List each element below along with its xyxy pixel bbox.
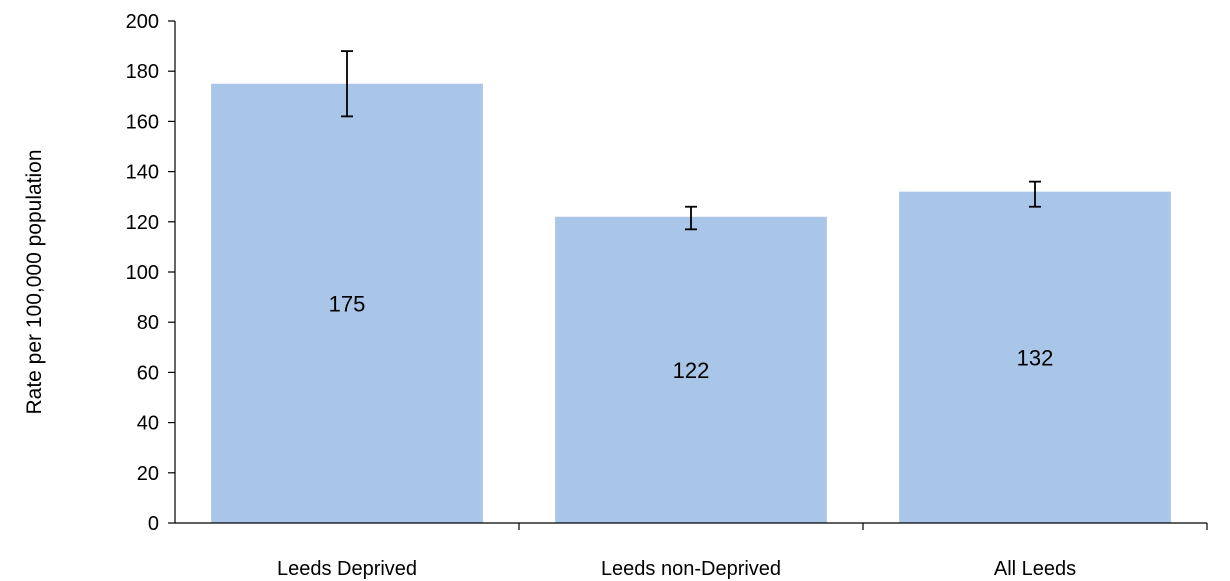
data-label: 175 [329,291,366,316]
y-tick-label: 200 [126,11,159,33]
bar [211,83,483,523]
data-label: 122 [673,358,710,383]
y-tick-label: 80 [137,312,159,334]
x-tick-label: All Leeds [994,558,1076,580]
y-axis-ticks: 0 20 40 60 80 100 120 140 160 180 200 [126,11,175,535]
y-tick-label: 160 [126,111,159,133]
y-tick-label: 40 [137,413,159,435]
x-tick-label: Leeds Deprived [277,558,417,580]
bar [899,191,1171,523]
y-tick-label: 60 [137,362,159,384]
x-tick-label: Leeds non-Deprived [601,558,781,580]
error-bar [1029,180,1041,208]
y-tick-label: 120 [126,212,159,234]
y-tick-label: 180 [126,61,159,83]
bars-group: Leeds Deprived 175 Leeds non-Deprived 122 Al… [211,50,1208,580]
bar [555,216,827,523]
y-tick-label: 0 [148,513,159,535]
y-tick-label: 100 [126,262,159,284]
error-bar [341,50,353,118]
y-axis-title: Rate per 100,000 population [23,149,46,414]
error-bar [685,205,697,231]
y-tick-label: 20 [137,463,159,485]
data-label: 132 [1017,345,1054,370]
y-tick-label: 140 [126,162,159,184]
